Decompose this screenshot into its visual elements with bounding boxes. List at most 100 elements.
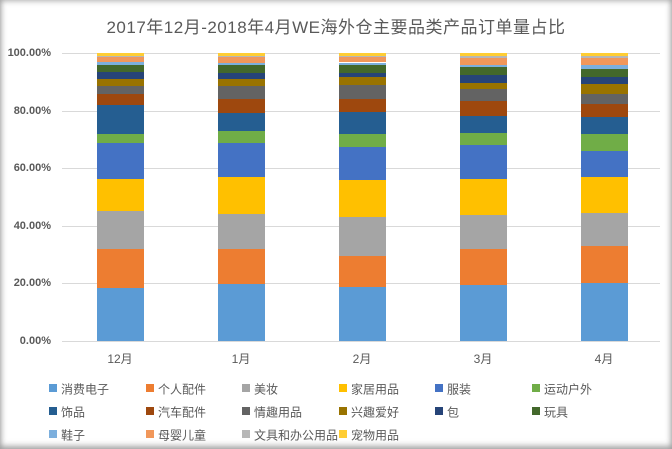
bar-segment-9-cat-3 (459, 82, 507, 90)
bar-segment-1-cat-2 (338, 255, 386, 287)
bar-segment-2-cat-3 (459, 215, 507, 250)
bar-segment-5-cat-2 (338, 134, 386, 147)
bar-segment-9-cat-0 (96, 78, 144, 86)
bar-segment-3-cat-2 (338, 179, 386, 218)
legend-label: 母婴儿童 (158, 428, 207, 443)
bar-segment-8-cat-4 (580, 93, 628, 104)
bar-segment-1-cat-4 (580, 245, 628, 283)
legend-item-10: 包 (435, 403, 460, 420)
legend-label: 兴趣爱好 (351, 405, 400, 420)
bar-segment-14-cat-2 (338, 55, 386, 58)
x-tick-label: 2月 (352, 352, 372, 366)
bar-segment-10-cat-1 (217, 73, 265, 80)
bar-segment-5-cat-1 (217, 131, 265, 143)
bar-segment-12-cat-1 (217, 63, 265, 66)
legend-label: 情趣用品 (254, 405, 303, 420)
bar-segment-8-cat-1 (217, 86, 265, 100)
legend-item-12: 鞋子 (49, 426, 86, 443)
bar-segment-14-cat-3 (459, 55, 507, 59)
bar-segment-9-cat-4 (580, 83, 628, 94)
y-tick-label: 60.00% (13, 162, 51, 175)
bar-segment-4-cat-1 (217, 142, 265, 178)
legend-swatch-icon (435, 406, 443, 415)
legend-item-14: 文具和办公用品 (242, 426, 338, 442)
bar-segment-12-cat-4 (580, 64, 628, 69)
legend-item-3: 家居用品 (339, 380, 400, 397)
legend-swatch-icon (339, 383, 347, 392)
bar-segment-0-cat-4 (580, 282, 628, 341)
chart-title: 2017年12月-2018年4月WE海外仓主要品类产品订单量占比 (106, 18, 566, 37)
bar-segment-2-cat-0 (96, 211, 144, 249)
legend-swatch-icon (242, 383, 250, 392)
bar-segment-6-cat-4 (580, 117, 628, 134)
legend-label: 包 (447, 405, 460, 420)
legend-item-7: 汽车配件 (146, 403, 206, 419)
bar-segment-10-cat-3 (459, 75, 507, 83)
bar-segment-11-cat-4 (580, 68, 628, 78)
legend-item-13: 母婴儿童 (146, 426, 207, 443)
x-tick-label: 12月 (107, 352, 133, 366)
bar-segment-14-cat-4 (580, 55, 628, 58)
legend-label: 饰品 (61, 405, 86, 420)
legend-label: 美妆 (254, 382, 279, 397)
bar-segment-1-cat-3 (459, 249, 507, 285)
bar-segment-13-cat-0 (96, 57, 144, 63)
bar-segment-0-cat-2 (338, 286, 386, 341)
bar-segment-14-cat-1 (217, 55, 265, 58)
bar-segment-9-cat-2 (338, 77, 386, 85)
x-tick-label: 3月 (473, 352, 493, 366)
bar-segment-7-cat-2 (338, 98, 386, 113)
legend-swatch-icon (49, 429, 57, 438)
bar-segment-4-cat-4 (580, 150, 628, 178)
bar-segment-7-cat-1 (217, 99, 265, 114)
bar-segment-6-cat-3 (459, 116, 507, 133)
bar-segment-6-cat-2 (338, 112, 386, 135)
bar-segment-8-cat-0 (96, 85, 144, 95)
gridline (62, 341, 660, 342)
bar-segment-15-cat-2 (338, 53, 386, 56)
bar-segment-5-cat-3 (459, 132, 507, 146)
legend-swatch-icon (146, 406, 154, 415)
legend-label: 运动户外 (544, 382, 593, 397)
bar-segment-12-cat-3 (459, 64, 507, 68)
legend-item-6: 饰品 (49, 403, 86, 420)
bar-segment-15-cat-4 (580, 53, 628, 56)
legend-swatch-icon (242, 429, 250, 438)
legend-item-9: 兴趣爱好 (339, 403, 400, 420)
bar-segment-11-cat-2 (338, 65, 386, 73)
bar-segment-14-cat-0 (96, 55, 144, 58)
bar-segment-4-cat-3 (459, 145, 507, 180)
legend-swatch-icon (532, 383, 540, 392)
bar-segment-5-cat-4 (580, 133, 628, 151)
legend-item-8: 情趣用品 (242, 403, 303, 420)
legend-label: 家居用品 (351, 382, 400, 397)
legend-item-4: 服装 (435, 380, 471, 396)
legend-item-11: 玩具 (532, 403, 569, 420)
legend-label: 玩具 (544, 405, 569, 420)
legend-item-5: 运动户外 (532, 380, 593, 397)
legend-label: 个人配件 (158, 382, 207, 397)
bar-segment-13-cat-2 (338, 57, 386, 63)
bar-segment-7-cat-0 (96, 94, 144, 106)
bar-segment-3-cat-1 (217, 177, 265, 214)
y-tick-label: 0.00% (19, 335, 51, 347)
legend-swatch-icon (339, 429, 347, 438)
legend-label: 鞋子 (61, 428, 86, 443)
legend-item-1: 个人配件 (146, 380, 207, 397)
bar-segment-7-cat-4 (580, 103, 628, 118)
legend-swatch-icon (339, 406, 347, 415)
bar-segment-4-cat-2 (338, 146, 386, 180)
bar-segment-8-cat-2 (338, 84, 386, 99)
bar-segment-3-cat-3 (459, 179, 507, 216)
bar-segment-10-cat-0 (96, 72, 144, 79)
bar-segment-3-cat-4 (580, 177, 628, 213)
bar-segment-2-cat-4 (580, 212, 628, 246)
bar-segment-13-cat-1 (217, 57, 265, 64)
bar-segment-4-cat-0 (96, 142, 144, 180)
legend-swatch-icon (532, 406, 540, 415)
bar-segment-7-cat-3 (459, 101, 507, 117)
bar-segment-11-cat-3 (459, 67, 507, 76)
legend-label: 宠物用品 (351, 428, 400, 443)
bar-segment-6-cat-1 (217, 113, 265, 132)
